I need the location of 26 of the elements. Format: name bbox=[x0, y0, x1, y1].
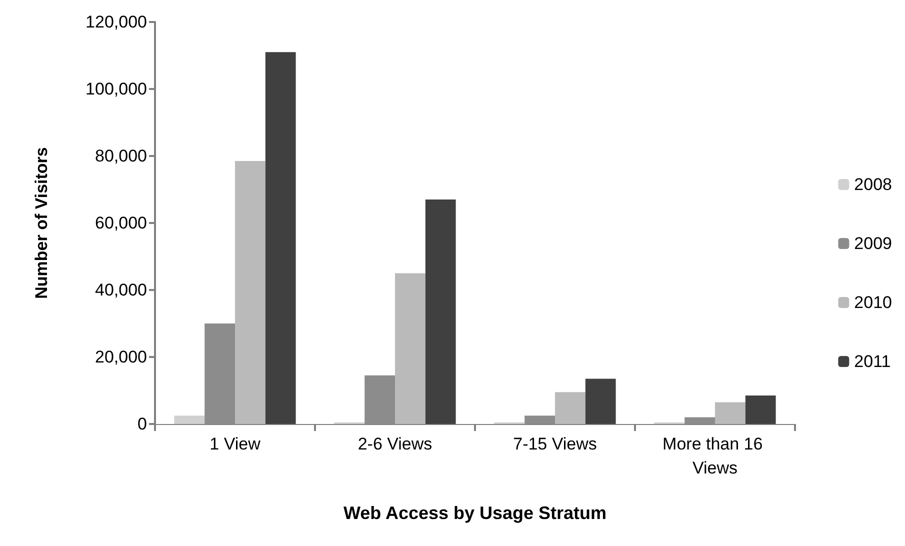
bar bbox=[585, 378, 616, 424]
bar bbox=[745, 396, 776, 424]
bar bbox=[174, 416, 205, 424]
y-tick-label: 60,000 bbox=[95, 214, 147, 232]
legend-label: 2009 bbox=[854, 234, 892, 253]
x-axis-title: Web Access by Usage Stratum bbox=[343, 503, 607, 523]
legend-label: 2010 bbox=[854, 293, 892, 312]
y-tick-label: 80,000 bbox=[95, 146, 147, 166]
x-tick-label: 2-6 Views bbox=[358, 434, 432, 454]
bar bbox=[555, 392, 586, 424]
bar bbox=[235, 161, 266, 424]
x-tick-label: 7-15 Views bbox=[513, 434, 597, 454]
bar bbox=[425, 200, 456, 424]
y-tick-label: 120,000 bbox=[86, 12, 147, 32]
y-tick-label: 100,000 bbox=[86, 80, 147, 98]
y-tick-label: 40,000 bbox=[95, 280, 147, 300]
legend-label: 2008 bbox=[854, 175, 892, 194]
bar bbox=[265, 52, 296, 424]
y-tick-label: 20,000 bbox=[95, 348, 147, 366]
y-tick-label: 0 bbox=[138, 414, 147, 434]
bar bbox=[395, 273, 426, 424]
y-axis-title: Number of Visitors bbox=[32, 147, 51, 299]
bar bbox=[715, 402, 746, 424]
x-tick-label: More than 16 Views bbox=[662, 434, 768, 478]
x-tick-label: 1 View bbox=[210, 434, 262, 454]
legend-label: 2011 bbox=[854, 352, 891, 371]
